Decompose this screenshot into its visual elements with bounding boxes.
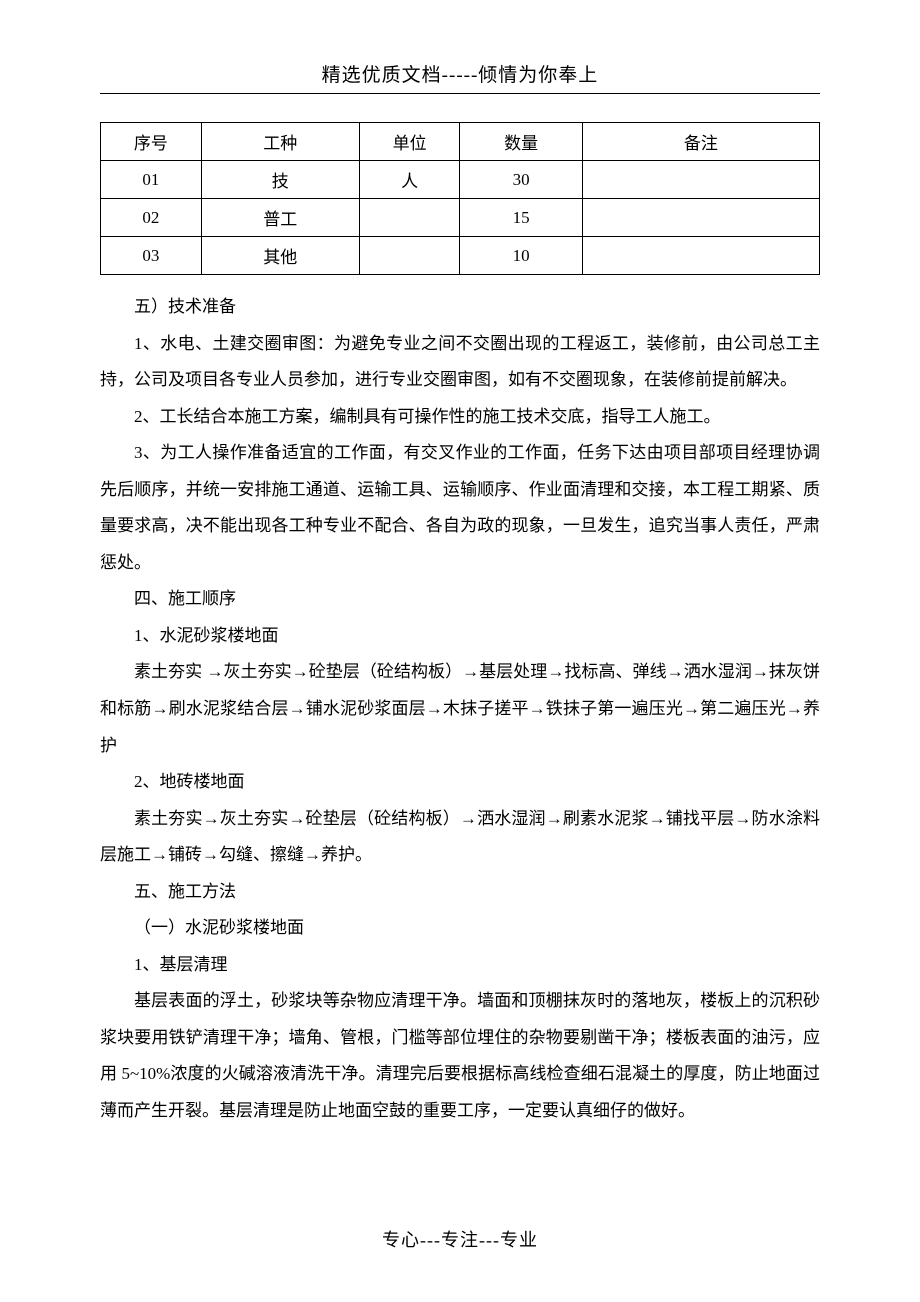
cell: 02: [101, 199, 202, 237]
paragraph: 素土夯实 →灰土夯实→砼垫层（砼结构板）→基层处理→找标高、弹线→洒水湿润→抹灰…: [100, 654, 820, 764]
paragraph: 2、地砖楼地面: [100, 764, 820, 801]
page-header: 精选优质文档-----倾情为你奉上: [100, 60, 820, 94]
paragraph: 1、基层清理: [100, 947, 820, 984]
cell: 10: [460, 237, 582, 275]
table-header-row: 序号 工种 单位 数量 备注: [101, 123, 820, 161]
paragraph: （一）水泥砂浆楼地面: [100, 910, 820, 947]
col-header: 数量: [460, 123, 582, 161]
col-header: 序号: [101, 123, 202, 161]
cell: 技: [201, 161, 359, 199]
cell: [359, 237, 460, 275]
cell: 普工: [201, 199, 359, 237]
page-footer: 专心---专注---专业: [0, 1226, 920, 1252]
col-header: 单位: [359, 123, 460, 161]
paragraph: 素土夯实→灰土夯实→砼垫层（砼结构板）→洒水湿润→刷素水泥浆→铺找平层→防水涂料…: [100, 801, 820, 874]
paragraph: 2、工长结合本施工方案，编制具有可操作性的施工技术交底，指导工人施工。: [100, 399, 820, 436]
cell: [582, 199, 819, 237]
paragraph: 基层表面的浮土，砂浆块等杂物应清理干净。墙面和顶棚抹灰时的落地灰，楼板上的沉积砂…: [100, 983, 820, 1129]
cell: [582, 161, 819, 199]
col-header: 备注: [582, 123, 819, 161]
cell: 30: [460, 161, 582, 199]
table-row: 03 其他 10: [101, 237, 820, 275]
cell: 03: [101, 237, 202, 275]
paragraph: 五、施工方法: [100, 874, 820, 911]
col-header: 工种: [201, 123, 359, 161]
cell: 01: [101, 161, 202, 199]
cell: 其他: [201, 237, 359, 275]
table-row: 02 普工 15: [101, 199, 820, 237]
paragraph: 五）技术准备: [100, 289, 820, 326]
body-text: 五）技术准备 1、水电、土建交圈审图：为避免专业之间不交圈出现的工程返工，装修前…: [100, 289, 820, 1130]
paragraph: 3、为工人操作准备适宜的工作面，有交叉作业的工作面，任务下达由项目部项目经理协调…: [100, 435, 820, 581]
cell: [582, 237, 819, 275]
cell: [359, 199, 460, 237]
paragraph: 1、水泥砂浆楼地面: [100, 618, 820, 655]
paragraph: 四、施工顺序: [100, 581, 820, 618]
page: 精选优质文档-----倾情为你奉上 序号 工种 单位 数量 备注 01 技 人 …: [0, 0, 920, 1302]
labor-table: 序号 工种 单位 数量 备注 01 技 人 30 02 普工 15: [100, 122, 820, 275]
table-row: 01 技 人 30: [101, 161, 820, 199]
cell: 人: [359, 161, 460, 199]
paragraph: 1、水电、土建交圈审图：为避免专业之间不交圈出现的工程返工，装修前，由公司总工主…: [100, 326, 820, 399]
cell: 15: [460, 199, 582, 237]
